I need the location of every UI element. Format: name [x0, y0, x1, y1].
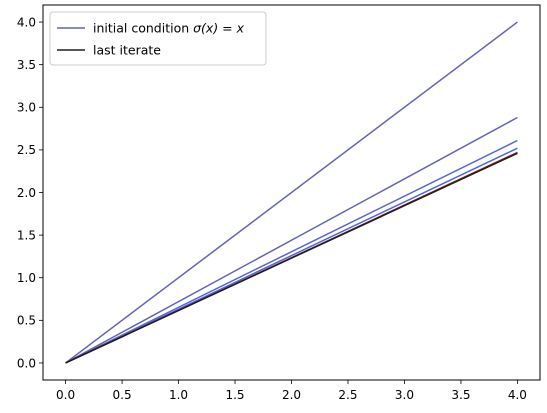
x-tick-label: 2.5: [338, 388, 357, 402]
y-tick-label: 3.5: [17, 58, 36, 72]
series-line-1: [65, 116, 518, 364]
legend-label-last: last iterate: [93, 43, 161, 58]
x-tick-label: 3.0: [395, 388, 414, 402]
y-tick-label: 2.5: [17, 143, 36, 157]
x-tick-label: 3.5: [451, 388, 470, 402]
x-tick-label: 1.0: [169, 388, 188, 402]
x-tick-label: 4.0: [508, 388, 527, 402]
x-tick-label: 1.5: [225, 388, 244, 402]
series-line-2: [65, 139, 518, 364]
y-tick-label: 4.0: [17, 15, 36, 29]
series-lines: [65, 21, 518, 364]
x-tick-label: 2.0: [282, 388, 301, 402]
plot-frame: [42, 4, 541, 381]
y-tick-label: 0.5: [17, 314, 36, 328]
y-tick-label: 3.0: [17, 101, 36, 115]
legend-box: [49, 11, 267, 66]
y-tick-label: 0.0: [17, 356, 36, 370]
x-axis-ticks: 0.0 0.5 1.0 1.5 2.0 2.5 3.0 3.5 4.0: [56, 380, 527, 402]
series-line-0: [65, 21, 518, 364]
y-tick-label: 2.0: [17, 186, 36, 200]
legend: initial condition σ(x) = x last iterate: [49, 11, 267, 66]
y-tick-label: 1.5: [17, 228, 36, 242]
legend-label-initial: initial condition σ(x) = x: [93, 21, 245, 36]
y-axis-ticks: 0.0 0.5 1.0 1.5 2.0 2.5 3.0 3.5 4.0: [17, 15, 43, 370]
series-line-5: [65, 152, 518, 364]
y-tick-label: 1.0: [17, 271, 36, 285]
x-tick-label: 0.5: [113, 388, 132, 402]
x-tick-label: 0.0: [56, 388, 75, 402]
